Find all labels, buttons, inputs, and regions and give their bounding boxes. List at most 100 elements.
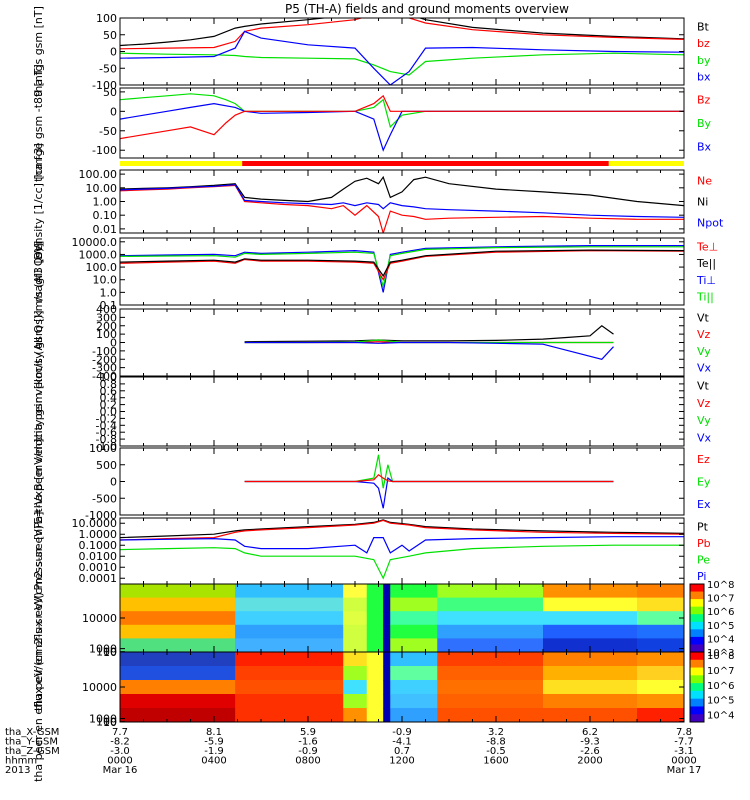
colorbar-tick-label: 10^8 [707,580,734,591]
ytick-label: -100 [92,79,117,92]
ephem-value: -2.6 [580,746,600,757]
axis-frame-p8 [119,517,685,585]
figure-title: P5 (TH-A) fields and ground moments over… [285,2,569,16]
series-line-p2-Bx [120,102,684,152]
series-line-p4-Te|| [120,249,684,278]
heatmap-cell-p10-3-4 [366,708,384,722]
colorbar-tick-label: 10^6 [707,607,734,618]
heatmap-cell-p10-4-4 [383,708,391,722]
legend-label: Vx [697,362,712,375]
ytick-label: 0.0100 [79,550,118,563]
ytick-label: -50 [99,125,117,138]
legend-label: Vx [697,431,712,444]
ephem-value: -3.1 [674,746,694,757]
heatmap-cell-p9-5-2 [390,611,438,626]
legend-label: Vt [697,311,710,324]
colorbar-tick-label: 10^5 [707,621,734,632]
ytick-label: 100.00 [79,168,118,181]
heatmap-cell-p9-0-2 [120,611,236,626]
ytick-label: 0.01 [93,223,118,236]
colorbar-segment [690,584,704,593]
ylabel-p9: tha peir en eflux eV/(cm2-s-sr-eV) [32,525,45,711]
heatmap-cell-p10-0-2 [120,680,236,695]
ytick-label: 0.4 [100,392,118,405]
ytick-label: 400 [96,303,117,316]
colorbar-segment [690,621,704,630]
series-line-p8-Pt [120,519,684,539]
legend-label: by [697,54,711,67]
heatmap-cell-p9-2-0 [343,584,368,599]
heatmap-cell-p10-2-1 [343,666,368,681]
heatmap-cell-p10-6-4 [437,708,544,722]
ephem-value: 1200 [389,756,414,767]
ytick-label: -0.2 [96,412,117,425]
heatmap-cell-p9-0-3 [120,624,236,639]
legend-label: Ey [697,476,711,489]
series-line-p2-By [120,93,684,129]
ytick-label: -300 [92,362,117,375]
heatmap-cell-p9-4-4 [383,638,391,652]
ephem-value: -1.6 [298,737,318,748]
ytick-label: 0.6 [100,385,118,398]
heatmap-cell-p9-0-4 [120,638,236,652]
heatmap-cell-p10-0-4 [120,708,236,722]
ytick-label: 200 [96,320,117,333]
legend-label: Bx [697,140,712,153]
heatmap-cell-p9-5-1 [390,597,438,612]
series-line-p2-Bz [120,94,684,140]
ytick-label: 10000 [82,612,117,625]
ephem-value: -3.0 [110,746,130,757]
heatmap-cell-p9-6-4 [437,638,544,652]
heatmap-cell-p9-3-4 [366,638,384,652]
legend-label: Pb [697,537,711,550]
colorbar-segment [690,683,704,692]
colorbar-segment [690,659,704,669]
heatmap-cell-p9-6-1 [437,597,544,612]
heatmap-cell-p10-1-2 [235,680,344,695]
ylabel-p7: E=-VxB [mV/m] [32,439,45,525]
legend-label: Ez [697,453,710,466]
heatmap-cell-p9-5-4 [390,638,438,652]
ytick-label: -0.6 [96,426,117,439]
colorbar-segment [690,614,704,623]
ephem-value: 0400 [201,756,226,767]
heatmap-cell-p10-1-0 [235,652,344,667]
ephem-value: 8.1 [206,727,222,738]
ytick-label: 10.00 [86,182,118,195]
ytick-label: -500 [92,492,117,505]
plot-area-p1 [120,18,684,85]
legend-label: Bt [697,20,710,33]
ephem-value: 5.9 [300,727,316,738]
heatmap-cell-p10-6-2 [437,680,544,695]
heatmap-cell-p9-4-3 [383,624,391,639]
ephem-value: 1600 [483,756,508,767]
panel-p2: 50 0 -50 -100 tha fge gsm -t89 [nT] Bz By Bx [32,64,712,182]
ephem-row-label: tha_Z-GSM [5,746,60,757]
legend-label: Te⊥ [696,240,718,253]
series-line-p1-bz [120,18,684,50]
plot-area-p10 [120,652,684,722]
series-line-p7-Ex [244,477,614,509]
ephem-date-start: Mar 16 [103,765,138,776]
ephem-value: 6.2 [582,727,598,738]
ytick-label: 0 [110,476,117,489]
ephem-year: 2013 [5,765,30,776]
ytick-label: -100 [92,144,117,157]
heatmap-cell-p9-3-2 [366,611,384,626]
heatmap-cell-p10-5-0 [390,652,438,667]
ytick-label: 0.1000 [79,539,118,552]
heatmap-cell-p10-2-2 [343,680,368,695]
series-line-p3-Npot [120,184,684,218]
heatmap-cell-p9-1-2 [235,611,344,626]
ylabel-p5: tha peir velocity gsm [km/s (All Qs)] [32,243,45,441]
axis-frame-p6 [119,376,685,447]
heatmap-cell-p9-7-0 [543,584,638,599]
ytick-label: -1000 [85,509,117,522]
heatmap-cell-p10-4-2 [383,680,391,695]
legend-label: bx [697,71,711,84]
panel-p6: 1.00.80.60.40.20.0-0.2-0.4-0.6-0.8-1.0 th… [32,310,712,512]
legend-label: Ti⊥ [696,274,716,287]
